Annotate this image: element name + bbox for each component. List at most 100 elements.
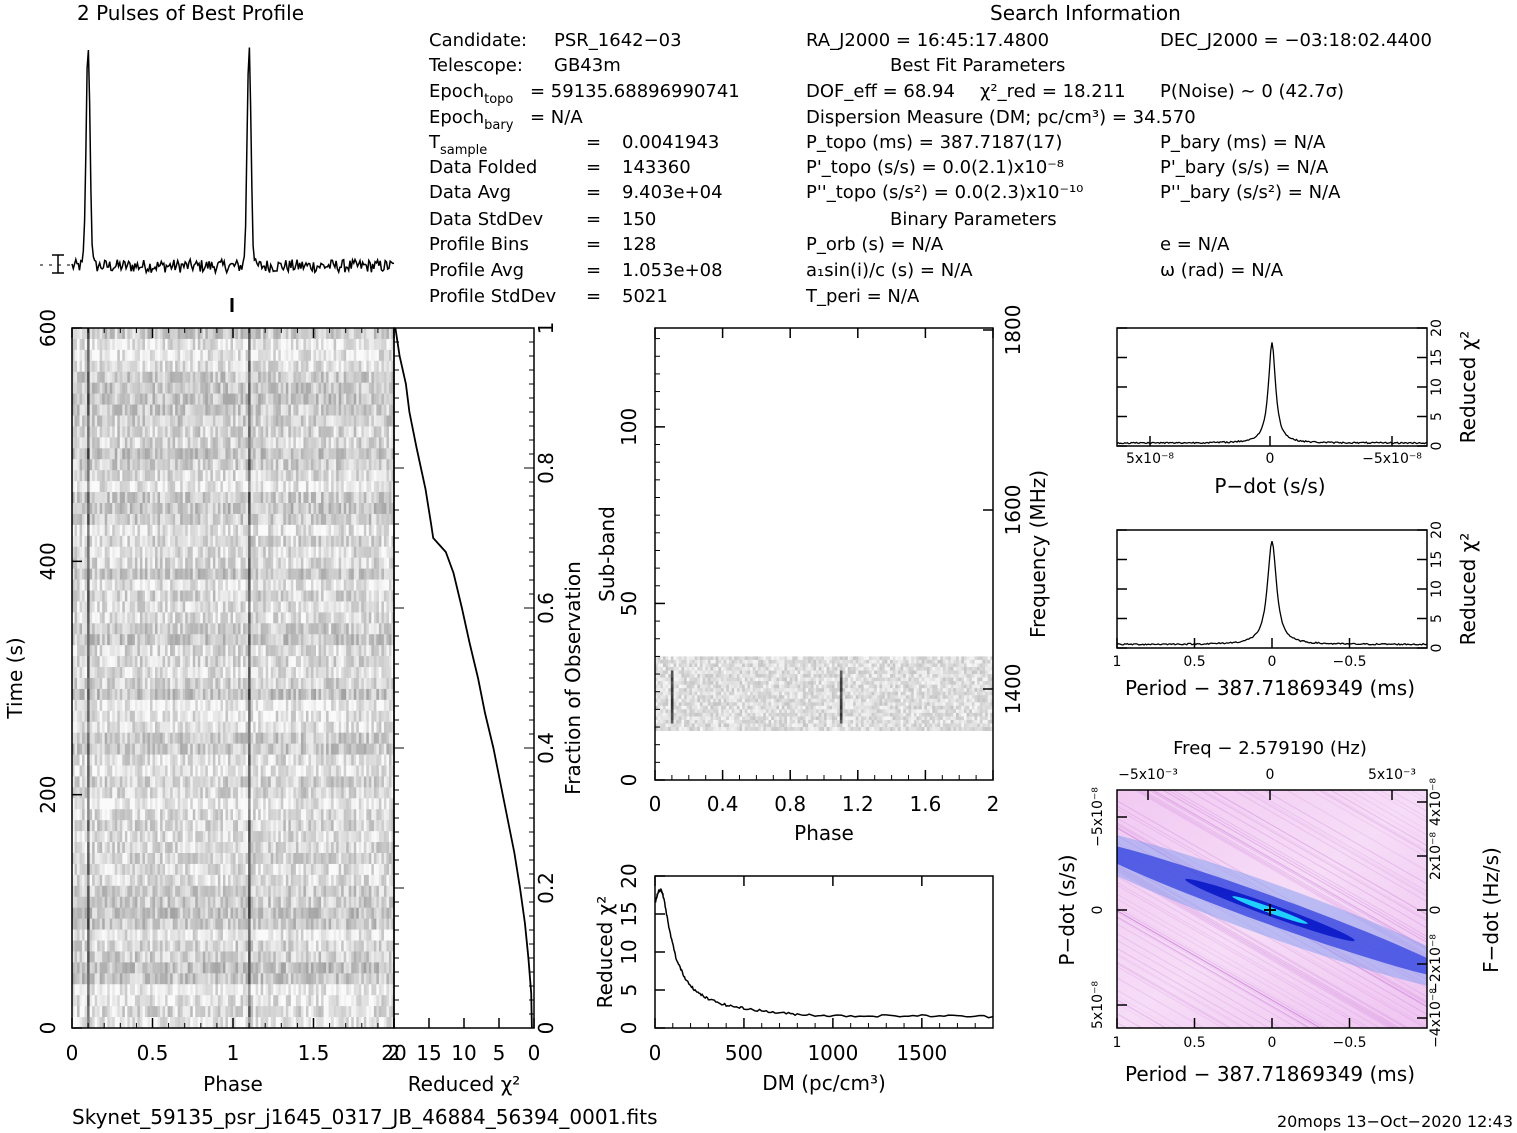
time-phase-cell bbox=[288, 349, 292, 362]
time-phase-cell bbox=[346, 415, 350, 427]
time-phase-cell bbox=[328, 710, 332, 723]
time-phase-cell bbox=[172, 393, 176, 405]
time-phase-cell bbox=[361, 382, 365, 395]
time-phase-cell bbox=[316, 612, 319, 624]
time-phase-cell bbox=[77, 426, 80, 438]
time-phase-cell bbox=[245, 634, 249, 646]
time-phase-cell bbox=[222, 612, 226, 624]
time-phase-cell bbox=[260, 732, 264, 745]
time-phase-cell bbox=[147, 338, 151, 351]
time-phase-cell bbox=[260, 524, 264, 537]
time-phase-cell bbox=[235, 678, 239, 690]
time-phase-cell bbox=[129, 688, 133, 701]
time-phase-cell bbox=[273, 448, 277, 460]
time-phase-cell bbox=[368, 699, 372, 712]
time-phase-cell bbox=[235, 710, 239, 723]
time-phase-cell bbox=[185, 699, 189, 712]
time-phase-cell bbox=[321, 360, 324, 373]
time-phase-cell bbox=[127, 426, 131, 438]
time-phase-cell bbox=[238, 688, 241, 701]
time-phase-cell bbox=[220, 623, 224, 635]
time-phase-cell bbox=[200, 415, 204, 427]
time-phase-cell bbox=[200, 535, 204, 548]
time-phase-cell bbox=[112, 557, 116, 570]
time-phase-cell bbox=[99, 743, 103, 755]
time-phase-cell bbox=[233, 612, 236, 624]
time-phase-cell bbox=[92, 328, 96, 340]
time-phase-cell bbox=[134, 513, 138, 526]
time-phase-cell bbox=[308, 503, 312, 515]
time-phase-cell bbox=[137, 557, 141, 570]
time-phase-cell bbox=[363, 535, 367, 548]
time-phase-cell bbox=[94, 349, 98, 362]
time-phase-cell bbox=[212, 612, 216, 624]
time-phase-cell bbox=[112, 568, 116, 580]
time-phase-cell bbox=[230, 360, 234, 373]
time-phase-cell bbox=[112, 481, 116, 493]
time-phase-cell bbox=[255, 590, 259, 602]
time-phase-cell bbox=[102, 612, 106, 624]
time-phase-cell bbox=[316, 470, 319, 482]
time-phase-cell bbox=[371, 470, 375, 482]
time-phase-cell bbox=[124, 371, 128, 384]
time-phase-cell bbox=[326, 426, 329, 438]
time-phase-cell bbox=[248, 667, 252, 679]
time-phase-cell bbox=[386, 459, 390, 471]
time-phase-cell bbox=[142, 579, 146, 591]
time-phase-cell bbox=[200, 437, 204, 449]
time-phase-cell bbox=[122, 448, 126, 460]
time-phase-cell bbox=[368, 546, 372, 559]
time-phase-cell bbox=[373, 721, 377, 734]
time-phase-cell bbox=[305, 568, 309, 580]
time-phase-cell bbox=[227, 524, 231, 537]
time-phase-cell bbox=[74, 492, 78, 504]
time-phase-cell bbox=[371, 415, 375, 427]
time-phase-cell bbox=[172, 459, 176, 471]
time-phase-cell bbox=[77, 601, 80, 613]
time-phase-cell bbox=[220, 699, 224, 712]
time-phase-cell bbox=[316, 645, 319, 657]
time-phase-cell bbox=[253, 710, 257, 723]
time-phase-cell bbox=[313, 437, 317, 449]
time-phase-cell bbox=[333, 656, 337, 668]
time-phase-cell bbox=[373, 678, 377, 690]
time-phase-cell bbox=[157, 645, 161, 657]
time-phase-cell bbox=[308, 328, 312, 340]
time-phase-cell bbox=[97, 568, 101, 580]
time-phase-cell bbox=[343, 328, 347, 340]
time-phase-cell bbox=[220, 612, 224, 624]
time-phase-cell bbox=[102, 546, 106, 559]
time-phase-cell bbox=[326, 481, 329, 493]
time-phase-cell bbox=[137, 612, 141, 624]
time-phase-cell bbox=[371, 721, 375, 734]
time-phase-cell bbox=[119, 371, 123, 384]
time-phase-cell bbox=[162, 699, 166, 712]
time-phase-cell bbox=[215, 404, 219, 416]
time-phase-cell bbox=[323, 721, 327, 734]
time-phase-cell bbox=[240, 481, 244, 493]
time-phase-cell bbox=[326, 393, 329, 405]
time-phase-cell bbox=[114, 546, 118, 559]
time-phase-cell bbox=[109, 601, 113, 613]
time-phase-cell bbox=[192, 699, 196, 712]
time-phase-cell bbox=[147, 371, 151, 384]
time-phase-cell bbox=[260, 546, 264, 559]
time-phase-cell bbox=[373, 459, 377, 471]
time-phase-cell bbox=[99, 546, 103, 559]
time-phase-cell bbox=[341, 579, 345, 591]
time-phase-cell bbox=[94, 360, 98, 373]
time-phase-cell bbox=[268, 393, 272, 405]
time-phase-cell bbox=[235, 590, 239, 602]
time-phase-cell bbox=[132, 557, 136, 570]
time-phase-cell bbox=[280, 699, 284, 712]
time-phase-cell bbox=[97, 360, 101, 373]
time-phase-cell bbox=[82, 524, 85, 537]
time-phase-cell bbox=[346, 535, 350, 548]
time-phase-cell bbox=[338, 459, 342, 471]
time-phase-cell bbox=[74, 612, 78, 624]
time-phase-cell bbox=[283, 426, 287, 438]
time-phase-cell bbox=[170, 459, 174, 471]
time-phase-cell bbox=[383, 437, 387, 449]
time-phase-cell bbox=[378, 590, 382, 602]
time-phase-cell bbox=[371, 546, 375, 559]
